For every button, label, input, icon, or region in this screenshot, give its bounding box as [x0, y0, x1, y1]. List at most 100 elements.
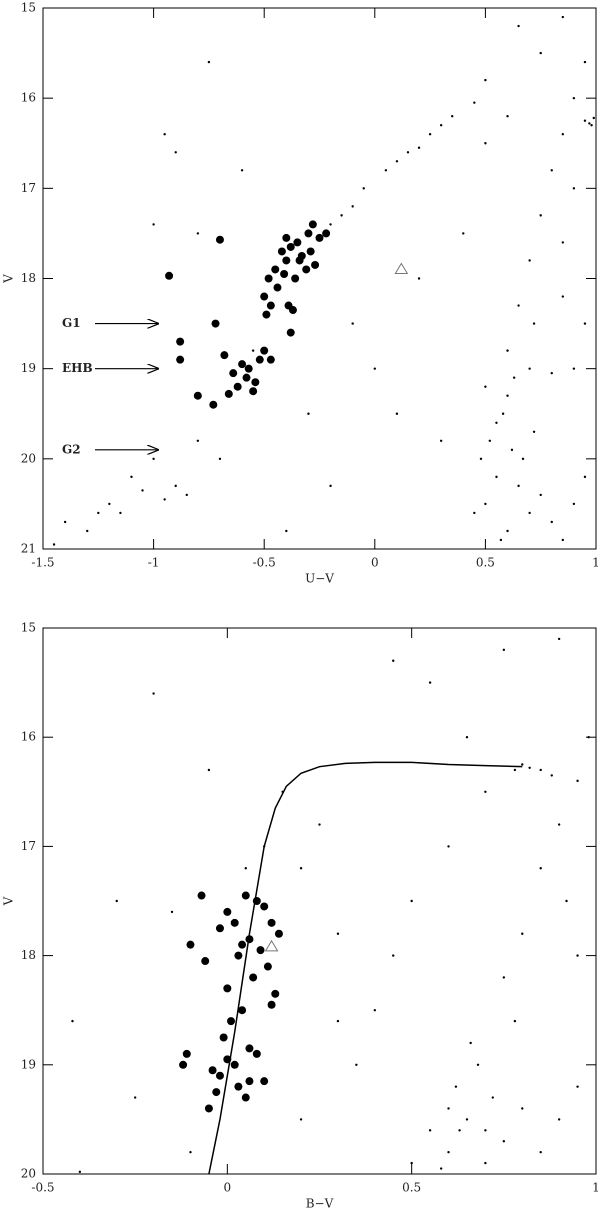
- star-point: [561, 538, 565, 542]
- star-point: [299, 1118, 303, 1121]
- star-point: [373, 367, 376, 370]
- star-point: [583, 119, 587, 122]
- star-point: [476, 1063, 480, 1067]
- star-point: [207, 768, 211, 772]
- star-point: [484, 1161, 487, 1165]
- selected-star: [223, 907, 232, 916]
- star-point: [458, 1129, 461, 1132]
- selected-star: [282, 256, 291, 265]
- selected-star: [252, 1049, 261, 1058]
- star-point: [417, 146, 421, 149]
- selected-star: [263, 962, 272, 971]
- x-tick-label: -1: [148, 556, 160, 570]
- selected-star: [271, 265, 280, 274]
- star-point: [336, 1019, 340, 1023]
- selected-star: [244, 364, 253, 373]
- selected-star: [211, 319, 220, 328]
- selected-star: [186, 940, 195, 949]
- star-point: [362, 187, 365, 190]
- selected-star: [249, 973, 258, 982]
- selected-star: [260, 292, 269, 301]
- star-point: [484, 385, 487, 388]
- star-point: [469, 1041, 472, 1045]
- x-tick-label: -1.5: [31, 556, 54, 570]
- star-point: [512, 376, 516, 379]
- selected-star: [311, 260, 320, 269]
- star-point: [561, 295, 565, 298]
- star-point: [189, 1150, 192, 1154]
- star-point: [550, 371, 553, 375]
- star-point: [495, 475, 498, 479]
- fit-curve: [208, 761, 523, 1175]
- star-point: [484, 502, 487, 506]
- star-point: [373, 1009, 376, 1012]
- selected-star: [220, 351, 229, 360]
- star-point: [451, 115, 454, 118]
- y-tick-label: 18: [21, 948, 36, 962]
- star-point: [513, 768, 517, 772]
- star-point: [588, 122, 591, 125]
- selected-star: [245, 1044, 254, 1053]
- selected-star: [302, 265, 311, 274]
- selected-star: [245, 1077, 254, 1086]
- star-point: [521, 763, 524, 766]
- star-point: [447, 845, 450, 848]
- star-point: [528, 259, 531, 262]
- selected-star: [286, 328, 295, 337]
- annotation-label: G2: [62, 442, 81, 456]
- star-point: [488, 439, 492, 442]
- star-point: [141, 489, 144, 492]
- star-point: [299, 867, 303, 870]
- selected-star: [209, 400, 218, 409]
- star-point: [152, 692, 155, 695]
- selected-star: [233, 382, 242, 391]
- selected-star: [204, 1104, 213, 1113]
- x-tick-label: -0.5: [253, 556, 276, 570]
- x-tick-label: 0.5: [476, 556, 495, 570]
- star-point: [528, 367, 531, 370]
- star-point: [572, 187, 576, 190]
- selected-star: [267, 1000, 276, 1009]
- x-tick-label: -0.5: [31, 1181, 54, 1195]
- selected-star: [260, 346, 269, 355]
- y-axis-label: V: [2, 274, 16, 284]
- star-point: [572, 502, 576, 506]
- star-point: [465, 736, 469, 739]
- annotation-label: EHB: [62, 361, 93, 375]
- star-point: [185, 493, 188, 497]
- selected-star: [241, 1093, 250, 1102]
- y-tick-label: 17: [21, 181, 36, 195]
- selected-star: [288, 306, 297, 315]
- selected-star: [241, 891, 250, 900]
- selected-star: [234, 1082, 243, 1091]
- star-point: [454, 1085, 458, 1088]
- y-tick-label: 16: [21, 91, 36, 105]
- selected-star: [256, 946, 265, 955]
- selected-star: [227, 1017, 236, 1026]
- star-point: [590, 124, 593, 127]
- x-tick-label: 0: [371, 556, 379, 570]
- selected-star: [238, 940, 247, 949]
- y-tick-label: 21: [21, 542, 36, 556]
- star-point: [439, 124, 443, 127]
- star-point: [561, 241, 565, 244]
- star-point: [97, 511, 100, 515]
- selected-star: [266, 355, 275, 364]
- star-point: [572, 96, 576, 100]
- star-point: [174, 484, 177, 488]
- star-point: [539, 768, 542, 772]
- star-point: [550, 520, 553, 524]
- star-point: [495, 421, 498, 424]
- selected-star: [266, 301, 275, 310]
- star-point: [473, 511, 476, 515]
- star-point: [502, 648, 506, 652]
- star-point: [539, 51, 542, 55]
- selected-star: [176, 355, 185, 364]
- star-point: [410, 899, 413, 903]
- x-tick-label: 1: [592, 1181, 600, 1195]
- triangle-marker: [264, 939, 279, 952]
- star-point: [539, 1150, 542, 1154]
- star-point: [392, 659, 395, 662]
- selected-star: [251, 378, 260, 387]
